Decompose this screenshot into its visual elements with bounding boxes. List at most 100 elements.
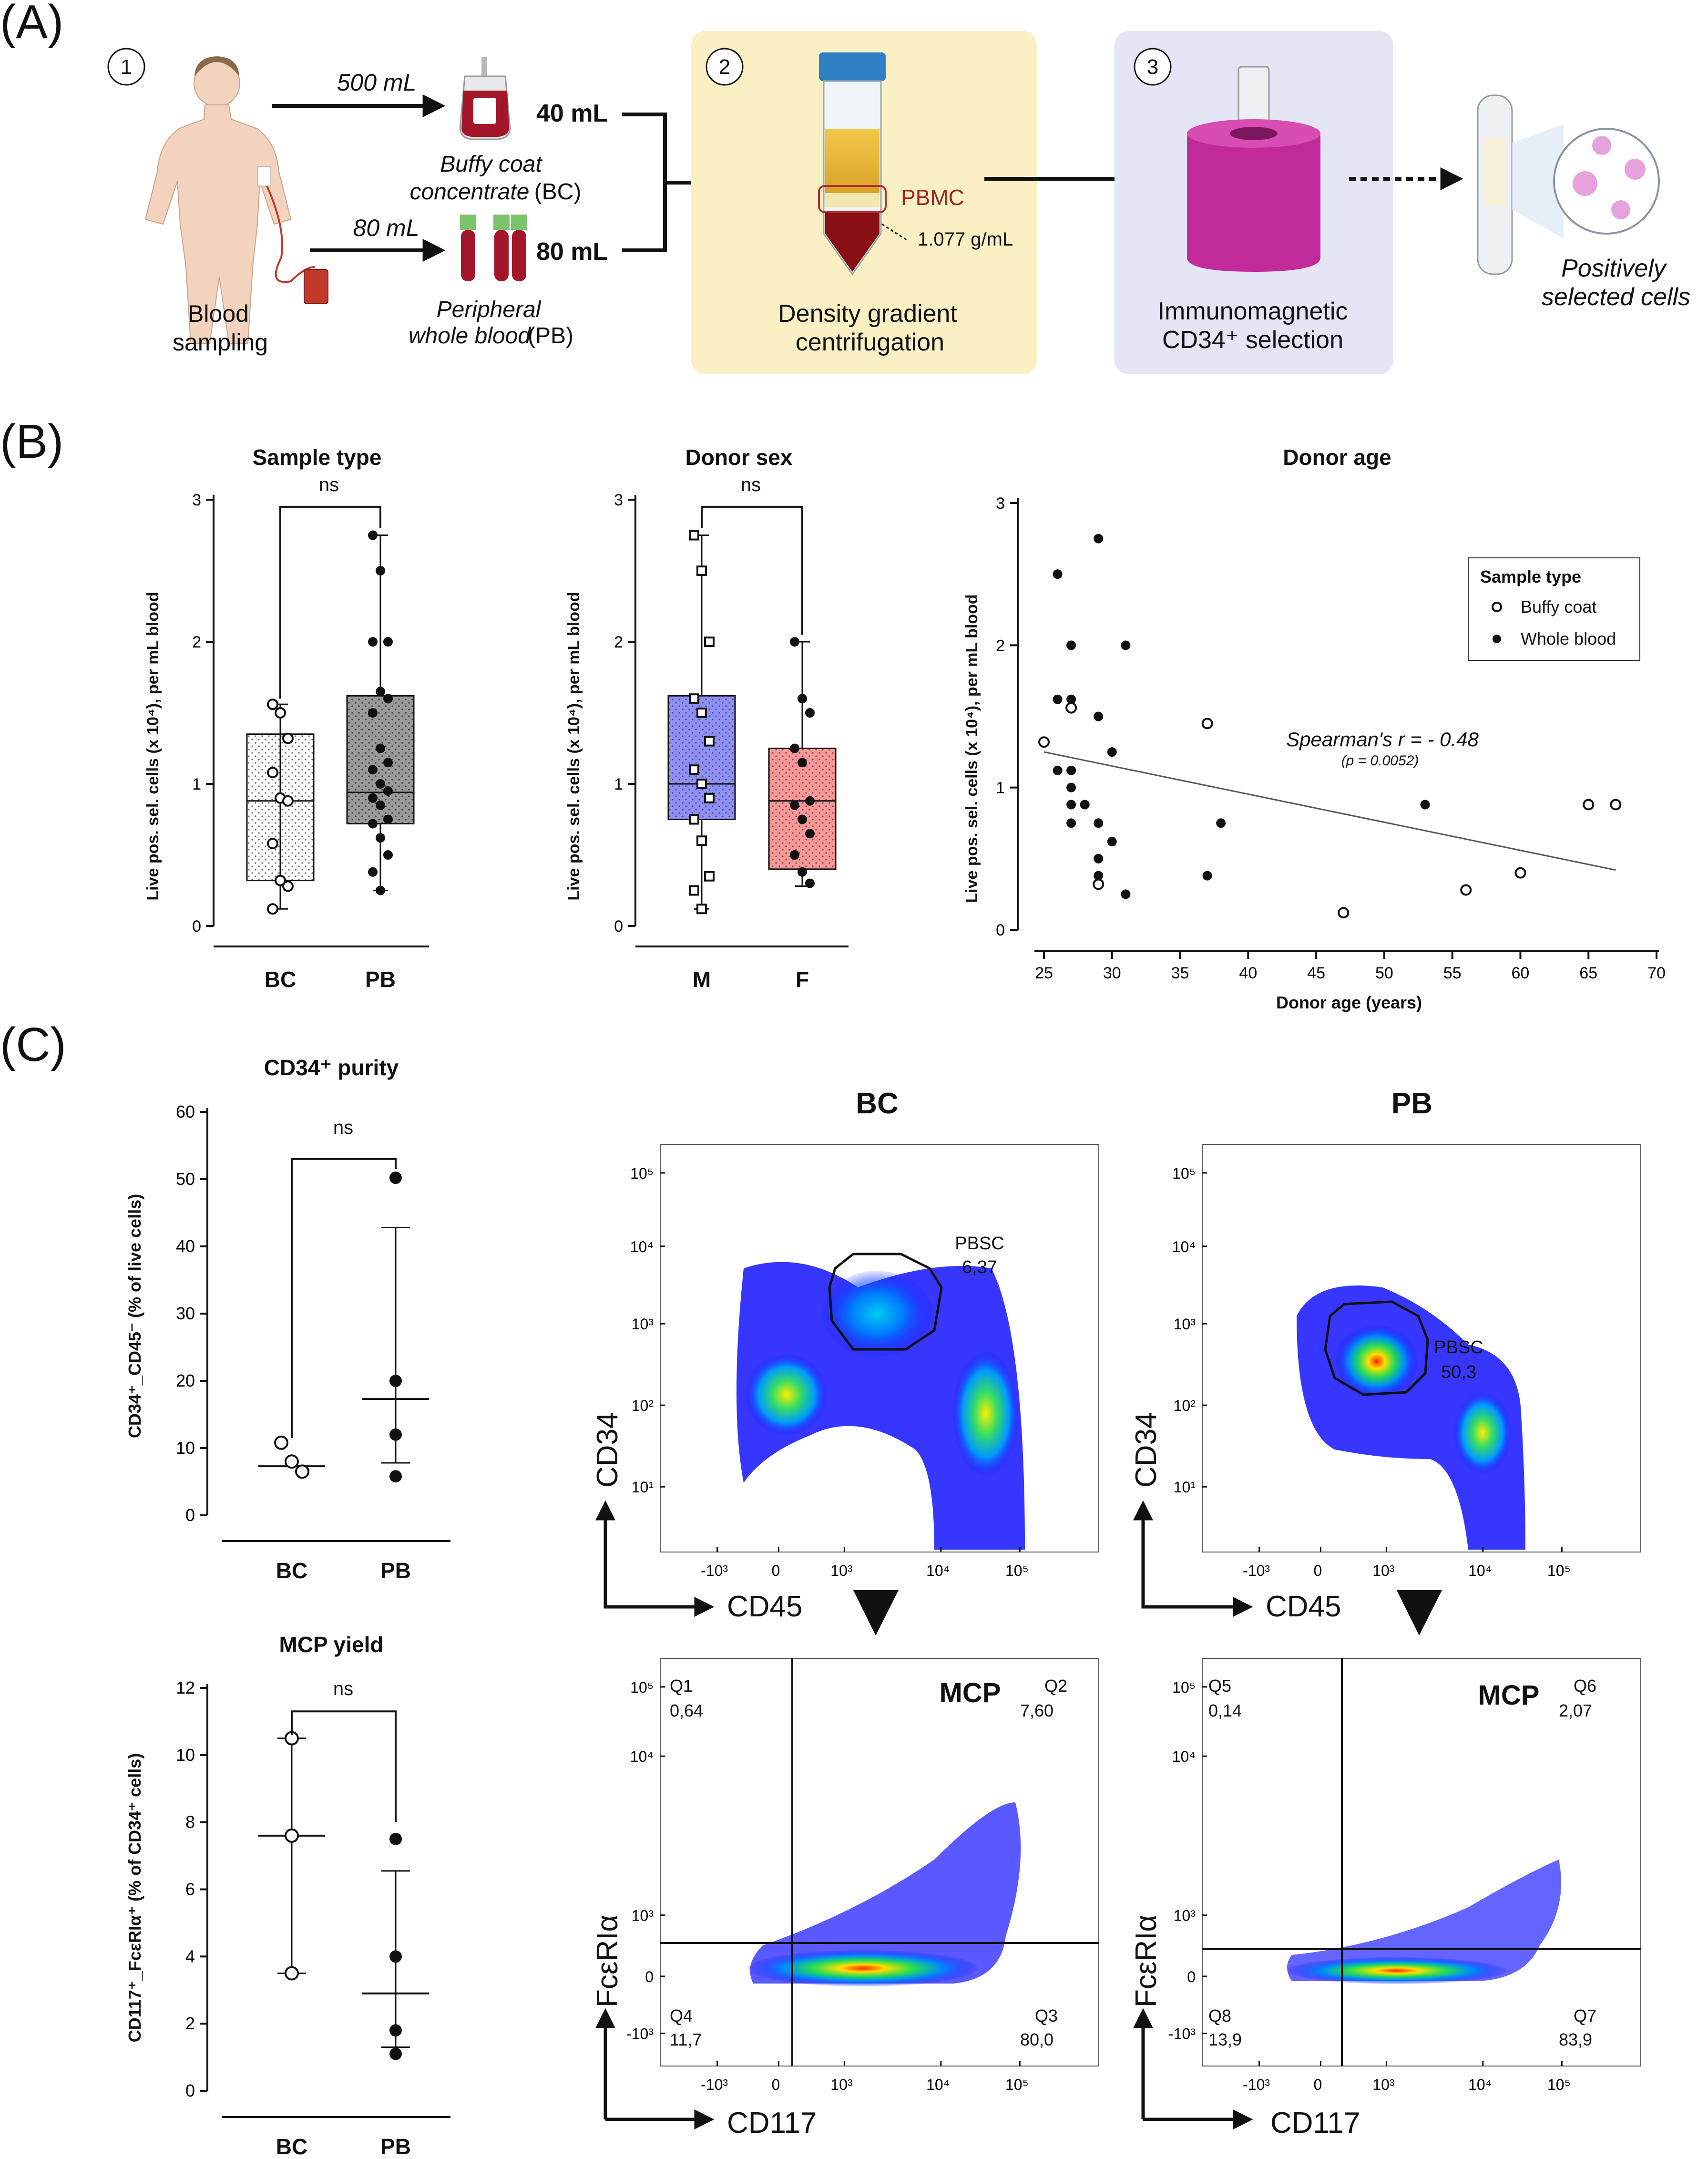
sex-ylabel: Live pos. sel. cells (x 10⁴), per mL blo… [565, 592, 583, 900]
human-figure-icon [144, 56, 328, 344]
legend-open: Buffy coat [1521, 597, 1596, 617]
age-xlabel: Donor age (years) [1276, 993, 1422, 1012]
flow-pb-title: PB [1391, 1087, 1432, 1120]
pb-cd45-label: CD45 [1266, 1590, 1341, 1623]
bc-fce-label: FcεRIα [591, 1915, 624, 2007]
data-point [376, 743, 385, 753]
y-tick-label: 8 [185, 1812, 195, 1832]
pb-q4: Q8 [1208, 2006, 1231, 2025]
bc-pbsc: PBSC [955, 1234, 1004, 1254]
data-point-buffy-coat [1338, 907, 1350, 919]
data-point [790, 800, 799, 810]
donor-sex-title: Donor sex [685, 445, 793, 470]
blood-bag-icon [459, 57, 511, 140]
pb-q4v: 13,9 [1208, 2030, 1242, 2049]
data-point-whole-blood [1094, 871, 1104, 881]
step1-circle [107, 48, 145, 86]
data-point-whole-blood [1216, 818, 1226, 828]
y-tick-label: 10⁵ [1172, 1679, 1196, 1696]
panel-c-label: (C) [0, 1018, 66, 1071]
data-point-whole-blood [1094, 853, 1104, 864]
buffy-abbr: (BC) [534, 179, 582, 205]
step1-number: 1 [121, 55, 132, 79]
data-point-whole-blood [1094, 534, 1104, 544]
data-point [798, 694, 807, 704]
data-point-whole-blood [1053, 694, 1063, 704]
step2-number: 2 [719, 55, 730, 79]
y-tick-label: 10 [176, 1438, 195, 1458]
x-tick-label: 40 [1239, 964, 1257, 982]
data-point [689, 530, 699, 541]
data-point-whole-blood [1066, 765, 1076, 775]
data-point [376, 779, 385, 789]
data-point [282, 732, 294, 744]
data-point-pb [389, 1832, 402, 1845]
y-tick-label: 10¹ [1174, 1479, 1196, 1496]
data-point-pb [389, 2024, 402, 2037]
mcp-sig: ns [333, 1678, 353, 1699]
blood-tubes-icon [460, 215, 527, 281]
pb-mcp-label: MCP [1478, 1680, 1540, 1711]
data-point-whole-blood [1202, 871, 1212, 881]
pos-line1: Positively [1561, 255, 1667, 282]
blood-sampling-label-2: sampling [173, 329, 268, 356]
x-tick-label: 10⁴ [1468, 1562, 1492, 1579]
y-tick-label: 1 [192, 775, 201, 793]
data-point [805, 796, 815, 806]
buffy-line2: concentrate [410, 179, 530, 205]
data-point [798, 867, 807, 877]
centri-line2: centrifugation [796, 329, 944, 356]
vol-80: 80 mL [353, 215, 419, 241]
data-point-pb [389, 1375, 402, 1387]
step3-circle [1134, 48, 1172, 86]
bc-pbsc-val: 6,37 [962, 1257, 997, 1277]
data-point [696, 565, 707, 576]
data-point-whole-blood [1053, 569, 1063, 579]
x-tick-label: 10⁵ [1547, 2076, 1571, 2093]
pb-pbsc: PBSC [1434, 1337, 1483, 1357]
bc-cd34-axes: -10³ 0 10³ 10⁴ 10⁵ 10⁵ 10⁴ 10³ 10² 10¹ [630, 1165, 1029, 1579]
x-tick-label: 0 [772, 2076, 780, 2093]
purity-chart: 0 10 20 30 40 50 60 [176, 1102, 450, 1542]
data-point-bc [285, 1828, 299, 1843]
x-tick-label: 0 [1314, 2076, 1322, 2093]
data-point [368, 708, 378, 718]
data-point-bc [295, 1464, 309, 1479]
data-point [805, 708, 815, 718]
y-tick-label: 3 [614, 491, 623, 509]
data-point-buffy-coat [1583, 799, 1595, 811]
panel-a: (A) 1 Blood sampling 500 mL 80 mL Buffy … [0, 0, 1690, 374]
bc-down-arrow-icon [853, 1590, 899, 1635]
y-tick-label: 60 [176, 1102, 195, 1121]
data-point-whole-blood [1121, 640, 1131, 650]
data-point [267, 903, 278, 915]
y-tick-label: 30 [176, 1304, 195, 1323]
bc-mcp-plot [660, 1658, 1099, 2066]
data-point-whole-blood [1107, 837, 1117, 847]
data-point-buffy-coat [1610, 799, 1622, 811]
data-point [368, 530, 378, 540]
data-point-whole-blood [1107, 747, 1117, 757]
data-point [805, 878, 815, 888]
pb-cd34-label: CD34 [1130, 1412, 1163, 1488]
data-point-whole-blood [1066, 640, 1076, 650]
pb-fce-label: FcεRIα [1130, 1915, 1163, 2007]
legend-title: Sample type [1480, 567, 1581, 586]
significance-bracket [279, 505, 381, 699]
y-tick-label: 10² [1174, 1397, 1196, 1414]
donor-age-title: Donor age [1283, 445, 1391, 470]
data-point-whole-blood [1066, 800, 1076, 810]
x-tick-label: 10³ [830, 2076, 853, 2093]
panel-b: (B) Sample type ns Live pos. sel. cells … [0, 415, 1666, 1012]
bc-q1: Q1 [670, 1676, 693, 1696]
data-point [267, 699, 278, 710]
pos-line2: selected cells [1542, 283, 1690, 311]
data-point [383, 637, 393, 647]
y-tick-label: -10³ [1168, 2025, 1196, 2043]
mcp-cat-bc: BC [276, 2134, 307, 2159]
y-tick-label: 10⁵ [1172, 1165, 1196, 1182]
y-tick-label: 0 [996, 921, 1005, 939]
data-point [790, 743, 799, 753]
x-tick-label: -10³ [1243, 1562, 1270, 1579]
blood-sampling-label-1: Blood [188, 300, 249, 327]
